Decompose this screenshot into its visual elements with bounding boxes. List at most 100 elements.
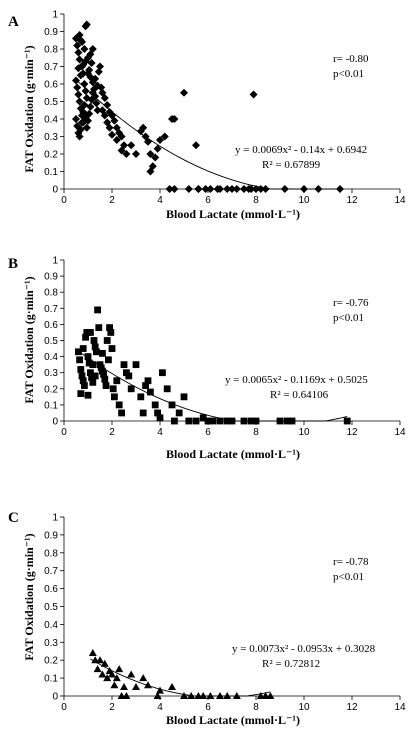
x-tick-label-c: 14 bbox=[394, 702, 406, 713]
data-point-a bbox=[86, 102, 95, 111]
data-point-b bbox=[103, 337, 111, 344]
data-point-b bbox=[95, 324, 103, 332]
trend-line-b bbox=[78, 350, 348, 422]
x-tick-label-b: 0 bbox=[61, 427, 67, 438]
data-point-b bbox=[90, 337, 98, 344]
data-point-a bbox=[74, 64, 83, 73]
trend-line-a bbox=[75, 79, 340, 190]
r-value-b: r= -0.76 bbox=[333, 297, 369, 309]
p-value-a: p<0.01 bbox=[333, 68, 364, 80]
data-point-b bbox=[85, 359, 93, 367]
data-point-b bbox=[106, 324, 113, 332]
data-point-a bbox=[261, 185, 270, 193]
data-point-a bbox=[252, 185, 260, 193]
data-point-b bbox=[137, 393, 145, 401]
data-point-b bbox=[223, 417, 231, 425]
data-point-b bbox=[82, 333, 89, 341]
data-point-c bbox=[112, 674, 121, 682]
data-point-b bbox=[79, 345, 87, 352]
data-point-b bbox=[192, 417, 200, 425]
data-point-a bbox=[103, 101, 112, 109]
data-point-b bbox=[120, 361, 128, 369]
data-point-c bbox=[103, 674, 112, 682]
x-axis-title-b: Blood Lactate (mmol·L⁻¹) bbox=[166, 447, 300, 461]
data-point-a bbox=[76, 125, 85, 134]
y-tick-label-a: 0.1 bbox=[44, 167, 58, 178]
data-point-a bbox=[132, 150, 140, 158]
x-tick-label-b: 14 bbox=[394, 427, 406, 438]
x-axis-title-c: Blood Lactate (mmol·L⁻¹) bbox=[166, 713, 300, 727]
data-point-a bbox=[206, 185, 215, 193]
panel-b: B FAT Oxidation (g·min⁻¹) Blood Lactate … bbox=[8, 256, 406, 462]
y-tick-label-a: 1 bbox=[52, 10, 58, 21]
panel-letter-a: A bbox=[8, 14, 19, 30]
data-point-b bbox=[144, 377, 152, 385]
data-point-b bbox=[115, 401, 123, 409]
x-tick-label-b: 6 bbox=[205, 427, 211, 438]
data-point-b bbox=[139, 409, 147, 417]
data-point-c bbox=[127, 670, 136, 678]
data-point-a bbox=[165, 185, 174, 193]
x-tick-label-a: 14 bbox=[394, 195, 406, 206]
data-point-a bbox=[146, 150, 155, 158]
data-point-b bbox=[163, 385, 171, 393]
x-tick-label-a: 10 bbox=[298, 195, 310, 206]
y-tick-label-b: 0 bbox=[52, 417, 58, 428]
data-point-b bbox=[125, 372, 133, 380]
data-point-b bbox=[252, 417, 260, 425]
data-point-a bbox=[314, 185, 323, 193]
data-point-a bbox=[88, 88, 97, 97]
x-axis-title-a: Blood Lactate (mmol·L⁻¹) bbox=[166, 207, 300, 221]
data-point-a bbox=[97, 83, 106, 92]
data-point-a bbox=[153, 144, 162, 153]
y-tick-label-c: 0.5 bbox=[44, 602, 58, 613]
data-point-a bbox=[75, 31, 84, 39]
y-tick-label-a: 0.7 bbox=[44, 62, 58, 73]
data-point-b bbox=[127, 385, 135, 393]
data-point-a bbox=[223, 185, 232, 193]
data-point-a bbox=[244, 185, 253, 193]
data-point-b bbox=[87, 329, 94, 336]
data-point-a bbox=[280, 185, 289, 193]
data-point-a bbox=[122, 150, 131, 158]
r-squared-a: R² = 0.67899 bbox=[262, 159, 321, 171]
data-point-b bbox=[75, 348, 82, 356]
data-point-b bbox=[199, 414, 207, 422]
data-point-a bbox=[110, 116, 119, 125]
data-point-b bbox=[240, 417, 248, 425]
data-point-c bbox=[206, 692, 215, 699]
data-point-b bbox=[81, 382, 88, 389]
data-point-b bbox=[132, 361, 140, 369]
data-point-a bbox=[100, 111, 109, 120]
x-tick-label-b: 2 bbox=[109, 427, 115, 438]
y-tick-label-c: 0.4 bbox=[44, 620, 58, 631]
data-point-a bbox=[78, 118, 86, 127]
y-tick-label-b: 0.1 bbox=[44, 400, 58, 411]
panel-letter-c: C bbox=[8, 510, 19, 526]
y-tick-label-a: 0.2 bbox=[44, 150, 58, 161]
data-point-b bbox=[185, 417, 193, 425]
data-point-a bbox=[170, 115, 179, 123]
r-value-a: r= -0.80 bbox=[333, 53, 369, 65]
data-point-c bbox=[115, 665, 124, 673]
y-tick-label-c: 0 bbox=[52, 692, 58, 703]
data-point-b bbox=[79, 377, 87, 385]
data-point-a bbox=[146, 167, 155, 176]
data-point-b bbox=[99, 349, 106, 357]
y-tick-label-c: 0.8 bbox=[44, 548, 58, 559]
data-point-b bbox=[105, 356, 112, 364]
data-point-a bbox=[96, 62, 104, 71]
y-tick-label-a: 0.5 bbox=[44, 97, 58, 108]
x-tick-label-a: 4 bbox=[157, 195, 163, 206]
y-tick-label-c: 0.1 bbox=[44, 674, 58, 685]
data-point-b bbox=[118, 409, 125, 417]
data-point-b bbox=[175, 409, 183, 417]
data-point-b bbox=[113, 377, 121, 385]
data-point-a bbox=[139, 123, 148, 132]
y-tick-label-b: 0.4 bbox=[44, 352, 58, 363]
trend-equation-a: y = 0.0069x² - 0.14x + 0.6942 bbox=[235, 144, 367, 156]
y-tick-label-c: 0.6 bbox=[44, 584, 58, 595]
plot-area-b: 00.10.20.30.40.50.60.70.80.910 2 4 6 8 10 12 14 bbox=[44, 256, 406, 439]
data-point-b bbox=[89, 361, 97, 369]
